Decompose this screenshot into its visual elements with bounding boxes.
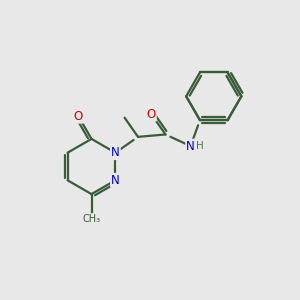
Text: N: N [111, 174, 120, 187]
Text: N: N [186, 140, 195, 153]
Text: O: O [74, 110, 83, 123]
Text: H: H [196, 141, 203, 151]
Text: CH₃: CH₃ [82, 214, 100, 224]
Text: N: N [111, 146, 120, 159]
Text: O: O [147, 108, 156, 121]
